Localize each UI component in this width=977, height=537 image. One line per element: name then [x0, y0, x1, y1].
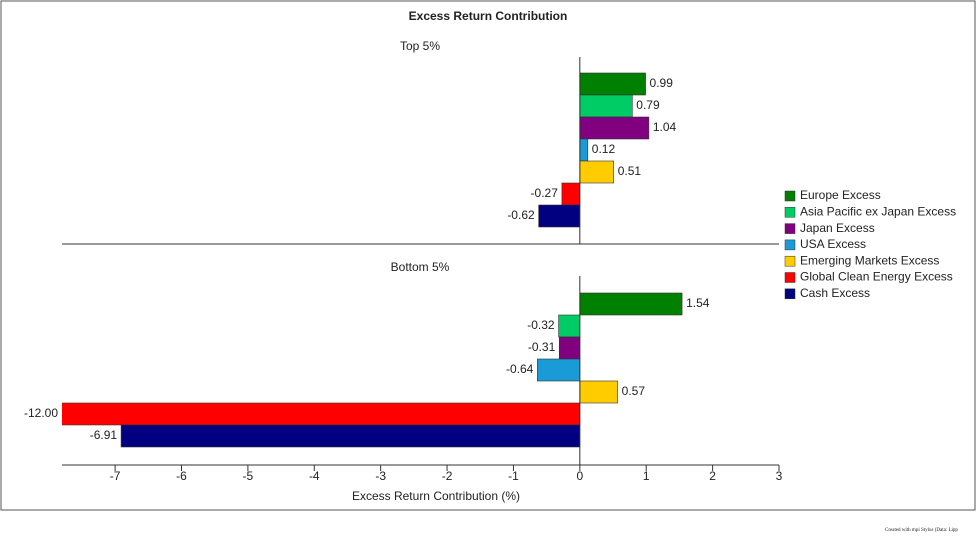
chart-title: Excess Return Contribution [409, 9, 568, 23]
x-tick-label: -5 [243, 469, 254, 483]
legend-label: Japan Excess [800, 221, 875, 235]
legend-swatch [784, 223, 796, 234]
data-label: 0.57 [622, 384, 646, 398]
x-tick-label: -7 [110, 469, 121, 483]
legend-swatch [784, 207, 796, 218]
legend-swatch [784, 239, 796, 251]
footer: Created with mpi Stylus (Data: Lipp [885, 528, 958, 533]
x-axis-label: Excess Return Contribution (%) [352, 489, 520, 503]
x-tick-label: -6 [176, 469, 187, 483]
bar [579, 138, 589, 162]
data-label: -0.31 [528, 340, 556, 354]
x-tick-label: -2 [442, 469, 453, 483]
x-tick-label: 0 [576, 469, 583, 483]
bar [538, 204, 581, 228]
bar [558, 336, 581, 360]
legend-label: Europe Excess [800, 188, 881, 202]
data-label: 1.04 [653, 120, 677, 134]
bar [579, 94, 633, 118]
bar [579, 116, 650, 140]
panel-title: Top 5% [400, 39, 440, 53]
legend-swatch [784, 255, 796, 267]
chart-border [0, 0, 976, 511]
bar [579, 160, 614, 184]
bar [579, 72, 646, 96]
panel-title: Bottom 5% [391, 260, 450, 274]
data-label: -0.64 [506, 362, 534, 376]
legend-label: Global Clean Energy Excess [800, 270, 953, 284]
data-label: 0.12 [592, 142, 616, 156]
legend-swatch [784, 272, 796, 283]
bar [561, 182, 581, 206]
data-label: 0.99 [650, 76, 674, 90]
legend-swatch [784, 190, 796, 202]
bar [537, 358, 581, 382]
x-tick-label: -3 [375, 469, 386, 483]
data-label: -6.91 [90, 428, 118, 442]
bar [579, 380, 618, 404]
data-label: -12.00 [24, 406, 58, 420]
legend-label: USA Excess [800, 237, 866, 251]
legend-label: Cash Excess [800, 286, 870, 300]
x-tick-label: -4 [309, 469, 320, 483]
legend-swatch [784, 288, 796, 300]
legend-label: Asia Pacific ex Japan Excess [800, 204, 956, 218]
x-tick-label: 3 [776, 469, 783, 483]
data-label: 1.54 [686, 296, 710, 310]
x-tick-label: -1 [508, 469, 519, 483]
data-label: -0.32 [527, 318, 555, 332]
data-label: -0.27 [531, 186, 559, 200]
x-tick-label: 1 [643, 469, 650, 483]
data-label: -0.62 [507, 208, 535, 222]
bar [62, 402, 581, 426]
bar [120, 424, 581, 448]
legend-label: Emerging Markets Excess [800, 253, 939, 267]
bar [558, 314, 581, 338]
data-label: 0.79 [636, 98, 660, 112]
data-label: 0.51 [618, 164, 642, 178]
bar [579, 292, 683, 316]
x-tick-label: 2 [709, 469, 716, 483]
